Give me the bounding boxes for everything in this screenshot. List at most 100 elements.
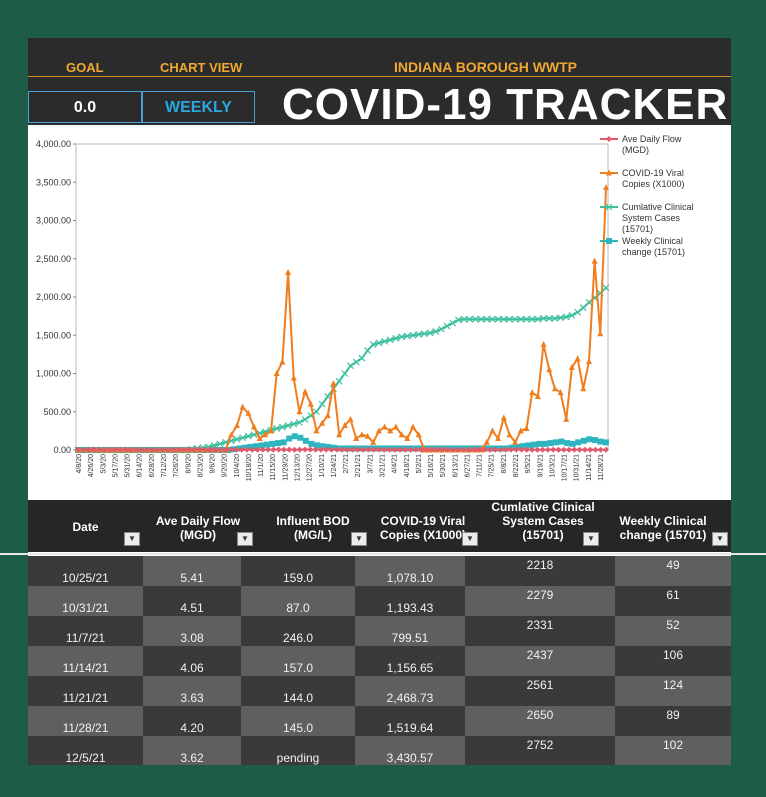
- cell-date[interactable]: 11/21/21: [28, 676, 143, 706]
- cell-flow[interactable]: 5.41: [143, 556, 241, 586]
- series-point-1: [603, 184, 609, 191]
- cell-viral[interactable]: 1,078.10: [355, 556, 465, 586]
- cell-flow[interactable]: 4.20: [143, 706, 241, 736]
- series-point-2: [386, 336, 394, 344]
- series-point-3: [252, 443, 259, 450]
- series-point-0: [307, 446, 314, 453]
- x-tick-label: 4/4/21: [392, 454, 399, 474]
- cell-weekly[interactable]: 106: [615, 646, 731, 676]
- cell-flow[interactable]: 3.62: [143, 736, 241, 765]
- y-tick-label: 0.00: [53, 445, 71, 455]
- cell-bod[interactable]: pending: [241, 736, 355, 765]
- table-row: 11/28/21 4.20 145.0 1,519.64 2650 89: [28, 706, 731, 736]
- series-point-2: [562, 313, 570, 321]
- x-tick-label: 10/3/21: [549, 454, 556, 477]
- cell-cumulative[interactable]: 2437: [465, 646, 615, 676]
- cell-bod[interactable]: 144.0: [241, 676, 355, 706]
- series-point-0: [412, 446, 419, 453]
- table-row: 12/5/21 3.62 pending 3,430.57 2752 102: [28, 736, 731, 765]
- cell-cumulative[interactable]: 2752: [465, 736, 615, 765]
- series-point-0: [423, 446, 430, 453]
- series-point-1: [268, 427, 275, 434]
- series-point-2: [233, 435, 241, 443]
- series-point-3: [558, 438, 565, 445]
- cell-weekly[interactable]: 52: [615, 616, 731, 646]
- series-point-1: [302, 388, 309, 395]
- series-point-0: [566, 446, 573, 453]
- cell-cumulative[interactable]: 2279: [465, 586, 615, 616]
- date-filter-button[interactable]: ▼: [124, 532, 140, 546]
- viral-filter-button[interactable]: ▼: [462, 532, 478, 546]
- series-point-1: [585, 357, 592, 364]
- series-point-1: [336, 431, 343, 438]
- series-point-3: [586, 436, 593, 443]
- series-point-2: [335, 377, 343, 385]
- series-point-1: [534, 392, 541, 399]
- series-point-0: [460, 446, 467, 453]
- cell-weekly[interactable]: 89: [615, 706, 731, 736]
- series-point-2: [517, 315, 525, 323]
- cell-bod[interactable]: 157.0: [241, 646, 355, 676]
- col-header-bod-text: Influent BOD (MG/L): [276, 514, 350, 542]
- cell-cumulative[interactable]: 2218: [465, 556, 615, 586]
- series-point-3: [530, 441, 537, 448]
- cell-viral[interactable]: 3,430.57: [355, 736, 465, 765]
- series-point-3: [452, 445, 459, 452]
- cell-viral[interactable]: 1,156.65: [355, 646, 465, 676]
- series-point-1: [353, 435, 360, 442]
- series-point-1: [251, 423, 257, 430]
- series-point-2: [460, 315, 468, 323]
- cell-bod[interactable]: 159.0: [241, 556, 355, 586]
- cell-weekly[interactable]: 102: [615, 736, 731, 765]
- series-point-1: [563, 415, 570, 422]
- cell-date[interactable]: 12/5/21: [28, 736, 143, 765]
- series-point-0: [571, 446, 578, 453]
- cell-date[interactable]: 11/14/21: [28, 646, 143, 676]
- cell-cumulative[interactable]: 2650: [465, 706, 615, 736]
- cell-weekly[interactable]: 49: [615, 556, 731, 586]
- series-point-2: [449, 319, 457, 327]
- cell-cumulative[interactable]: 2331: [465, 616, 615, 646]
- legend-label: (MGD): [622, 145, 649, 155]
- cumulative-filter-button[interactable]: ▼: [583, 532, 599, 546]
- cell-bod[interactable]: 145.0: [241, 706, 355, 736]
- cell-flow[interactable]: 3.63: [143, 676, 241, 706]
- bod-filter-button[interactable]: ▼: [351, 532, 367, 546]
- series-point-0: [228, 446, 235, 453]
- table-row: 11/7/21 3.08 246.0 799.51 2331 52: [28, 616, 731, 646]
- cell-date[interactable]: 10/31/21: [28, 586, 143, 616]
- flow-filter-button[interactable]: ▼: [237, 532, 253, 546]
- series-point-2: [432, 328, 440, 335]
- series-point-1: [347, 415, 354, 422]
- cell-date[interactable]: 11/7/21: [28, 616, 143, 646]
- series-point-0: [529, 446, 536, 453]
- cell-cumulative[interactable]: 2561: [465, 676, 615, 706]
- chart-view-cell[interactable]: WEEKLY: [142, 91, 255, 123]
- cell-bod[interactable]: 87.0: [241, 586, 355, 616]
- series-point-0: [444, 446, 451, 453]
- series-point-2: [295, 419, 303, 426]
- x-tick-label: 7/11/21: [477, 454, 484, 477]
- series-point-0: [117, 446, 124, 453]
- goal-value-cell[interactable]: 0.0: [28, 91, 142, 123]
- series-point-1: [381, 423, 388, 430]
- cell-viral[interactable]: 2,468.73: [355, 676, 465, 706]
- x-tick-label: 5/30/21: [440, 454, 447, 477]
- cell-viral[interactable]: 1,519.64: [355, 706, 465, 736]
- cell-date[interactable]: 10/25/21: [28, 556, 143, 586]
- series-point-1: [387, 427, 394, 434]
- weekly-filter-button[interactable]: ▼: [712, 532, 728, 546]
- series-point-2: [506, 315, 513, 323]
- cell-weekly[interactable]: 61: [615, 586, 731, 616]
- series-point-1: [341, 422, 348, 429]
- x-tick-label: 11/28/21: [598, 454, 605, 481]
- series-point-2: [568, 311, 576, 319]
- cell-flow[interactable]: 3.08: [143, 616, 241, 646]
- cell-viral[interactable]: 799.51: [355, 616, 465, 646]
- cell-date[interactable]: 11/28/21: [28, 706, 143, 736]
- cell-flow[interactable]: 4.06: [143, 646, 241, 676]
- cell-bod[interactable]: 246.0: [241, 616, 355, 646]
- cell-flow[interactable]: 4.51: [143, 586, 241, 616]
- cell-weekly[interactable]: 124: [615, 676, 731, 706]
- cell-viral[interactable]: 1,193.43: [355, 586, 465, 616]
